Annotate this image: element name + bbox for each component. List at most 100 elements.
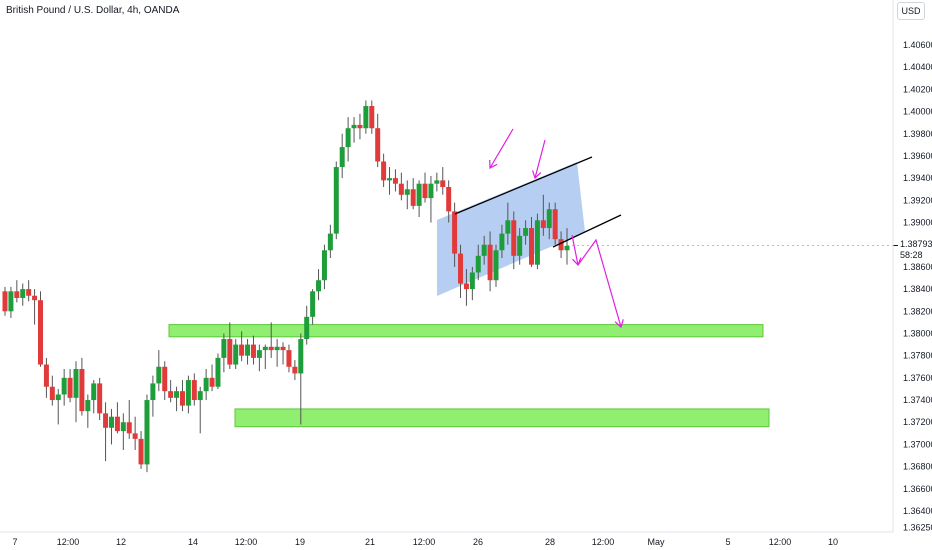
candle-body bbox=[132, 433, 138, 439]
price-tick-label: 1.38200 bbox=[903, 306, 932, 316]
time-tick-label: 14 bbox=[188, 537, 198, 547]
candle-body bbox=[286, 350, 292, 367]
candle-body bbox=[37, 300, 43, 365]
candle-body bbox=[546, 209, 552, 229]
bar-countdown: 58:28 bbox=[900, 250, 923, 261]
candle-body bbox=[446, 187, 452, 212]
candle-body bbox=[511, 220, 517, 256]
time-tick-label: 12:00 bbox=[769, 537, 792, 547]
time-tick-label: 19 bbox=[295, 537, 305, 547]
price-tick-label: 1.36600 bbox=[903, 484, 932, 494]
support-zone[interactable] bbox=[168, 324, 764, 338]
candle-body bbox=[162, 366, 168, 392]
price-tick-label: 1.38600 bbox=[903, 262, 932, 272]
candle-body bbox=[398, 183, 404, 195]
time-tick-label: 5 bbox=[725, 537, 730, 547]
price-tick-label: 1.40600 bbox=[903, 40, 932, 50]
candle-body bbox=[452, 211, 458, 254]
candle-body bbox=[280, 346, 286, 351]
candle-body bbox=[375, 128, 381, 162]
target-path[interactable] bbox=[577, 238, 622, 328]
candle-body bbox=[179, 391, 185, 406]
price-tick-label: 1.39000 bbox=[903, 218, 932, 228]
candle-body bbox=[43, 364, 49, 387]
candle-body bbox=[558, 239, 564, 251]
price-tick-label: 1.38000 bbox=[903, 328, 932, 338]
last-price-value: 1.38793 bbox=[900, 239, 932, 250]
candle-body bbox=[73, 368, 79, 398]
candle-body bbox=[138, 438, 144, 465]
price-tick-label: 1.40000 bbox=[903, 107, 932, 117]
price-tick-label: 1.36800 bbox=[903, 462, 932, 472]
candle-body bbox=[292, 366, 298, 374]
candle-body bbox=[469, 272, 475, 290]
support-zones bbox=[168, 324, 770, 428]
candle-body bbox=[327, 233, 333, 251]
candle-body bbox=[517, 235, 523, 256]
price-tick-label: 1.37600 bbox=[903, 373, 932, 383]
candle-body bbox=[185, 380, 191, 406]
time-tick-label: 21 bbox=[365, 537, 375, 547]
candle-body bbox=[91, 383, 97, 401]
price-channel bbox=[437, 162, 585, 296]
time-tick-label: 26 bbox=[473, 537, 483, 547]
candle-body bbox=[428, 183, 434, 199]
candle-body bbox=[174, 391, 180, 398]
time-axis[interactable]: 7 12:00 12 14 12:00 19 21 12:00 26 28 12:00 May 5 12:… bbox=[12, 537, 838, 547]
candle-body bbox=[55, 394, 61, 401]
candle-body bbox=[321, 250, 327, 281]
candle-body bbox=[351, 124, 357, 129]
currency-label[interactable]: USD bbox=[897, 2, 925, 20]
candle-body bbox=[215, 357, 221, 387]
price-axis[interactable]: 1.40600 1.40400 1.40200 1.40000 1.39800 1.396… bbox=[903, 40, 932, 533]
candle-body bbox=[534, 220, 540, 265]
time-tick-label: 12:00 bbox=[57, 537, 80, 547]
candle-body bbox=[422, 183, 428, 199]
time-tick-label: 12:00 bbox=[235, 537, 258, 547]
candle-body bbox=[523, 228, 529, 236]
candle-body bbox=[67, 377, 73, 398]
top-touch-arrow[interactable] bbox=[489, 128, 514, 169]
candle-body bbox=[245, 344, 251, 356]
candle-body bbox=[369, 106, 375, 129]
candle-body bbox=[493, 250, 499, 281]
time-tick-label: 7 bbox=[12, 537, 17, 547]
candle-body bbox=[499, 233, 505, 251]
candle-body bbox=[357, 124, 363, 129]
candle-body bbox=[8, 291, 14, 312]
candle-body bbox=[108, 416, 114, 428]
price-tick-label: 1.37000 bbox=[903, 439, 932, 449]
candle-body bbox=[103, 413, 109, 428]
candle-body bbox=[404, 189, 410, 195]
candle-body bbox=[49, 386, 55, 401]
candle-body bbox=[410, 189, 416, 206]
candle-body bbox=[221, 339, 227, 358]
candle-body bbox=[552, 209, 558, 240]
price-tick-label: 1.39200 bbox=[903, 195, 932, 205]
candle-body bbox=[339, 147, 345, 168]
candle-body bbox=[191, 380, 197, 401]
time-tick-label: 12:00 bbox=[413, 537, 436, 547]
channel-shading[interactable] bbox=[437, 162, 585, 296]
top-touch-arrow[interactable] bbox=[534, 139, 546, 179]
candles bbox=[2, 100, 570, 473]
candle-body bbox=[274, 346, 280, 351]
candle-body bbox=[126, 422, 132, 434]
candle-body bbox=[20, 289, 26, 298]
support-zone[interactable] bbox=[234, 408, 770, 428]
time-tick-label: 10 bbox=[828, 537, 838, 547]
price-tick-label: 1.37400 bbox=[903, 395, 932, 405]
channel-upper-line[interactable] bbox=[454, 156, 593, 215]
candle-body bbox=[197, 391, 203, 401]
arrow-head bbox=[532, 170, 542, 180]
annotations bbox=[454, 128, 898, 329]
breakdown-arrow[interactable] bbox=[571, 234, 579, 266]
arrow-head bbox=[614, 319, 624, 329]
candle-body bbox=[150, 383, 156, 401]
channel-lower-line[interactable] bbox=[552, 214, 622, 248]
candle-body bbox=[168, 391, 174, 398]
time-tick-label: 12 bbox=[116, 537, 126, 547]
price-tick-label: 1.38400 bbox=[903, 284, 932, 294]
candle-body bbox=[250, 344, 256, 358]
